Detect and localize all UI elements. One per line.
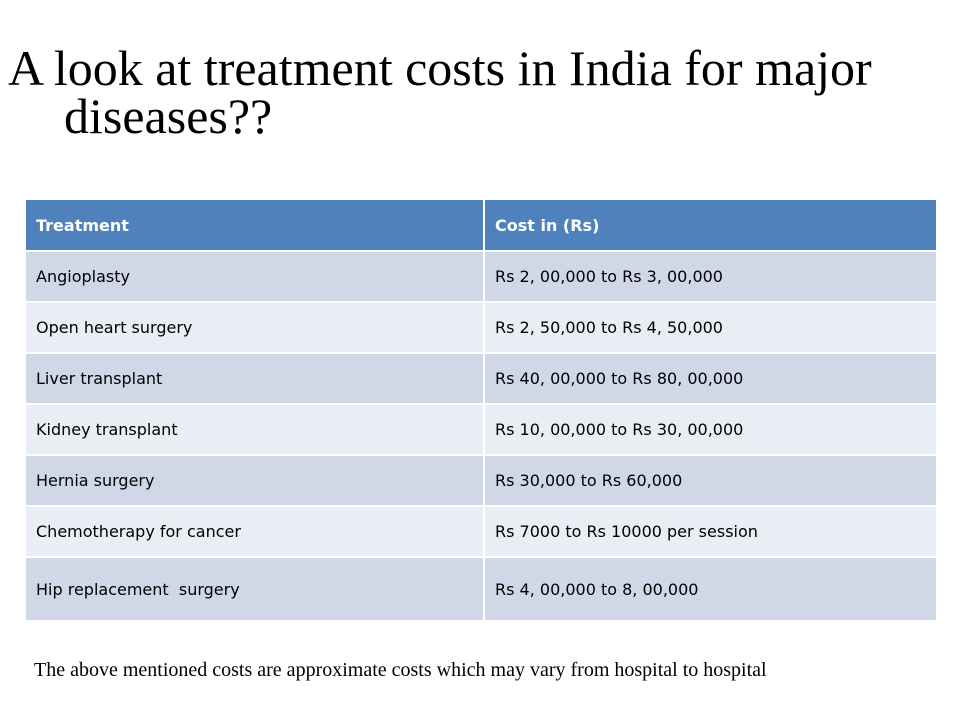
treatment-cell: Liver transplant: [24, 352, 485, 405]
cost-cell: Rs 2, 50,000 to Rs 4, 50,000: [483, 301, 938, 354]
table-row: Angioplasty Rs 2, 00,000 to Rs 3, 00,000: [24, 250, 938, 303]
slide-title: A look at treatment costs in India for m…: [8, 40, 872, 144]
footnote: The above mentioned costs are approximat…: [34, 659, 767, 681]
table-header-row: Treatment Cost in (Rs): [24, 198, 938, 252]
cost-cell: Rs 4, 00,000 to 8, 00,000: [483, 556, 938, 622]
table-row: Hernia surgery Rs 30,000 to Rs 60,000: [24, 454, 938, 507]
table-row: Open heart surgery Rs 2, 50,000 to Rs 4,…: [24, 301, 938, 354]
header-treatment: Treatment: [24, 198, 485, 252]
table-row: Chemotherapy for cancer Rs 7000 to Rs 10…: [24, 505, 938, 558]
cost-cell: Rs 2, 00,000 to Rs 3, 00,000: [483, 250, 938, 303]
cost-cell: Rs 40, 00,000 to Rs 80, 00,000: [483, 352, 938, 405]
treatment-cell: Hip replacement surgery: [24, 556, 485, 622]
treatment-cost-table: Treatment Cost in (Rs) Angioplasty Rs 2,…: [24, 198, 938, 622]
treatment-cell: Angioplasty: [24, 250, 485, 303]
treatment-cell: Hernia surgery: [24, 454, 485, 507]
table-row: Kidney transplant Rs 10, 00,000 to Rs 30…: [24, 403, 938, 456]
treatment-cell: Open heart surgery: [24, 301, 485, 354]
cost-cell: Rs 10, 00,000 to Rs 30, 00,000: [483, 403, 938, 456]
header-cost: Cost in (Rs): [483, 198, 938, 252]
table-row: Liver transplant Rs 40, 00,000 to Rs 80,…: [24, 352, 938, 405]
table-row: Hip replacement surgery Rs 4, 00,000 to …: [24, 556, 938, 622]
cost-cell: Rs 30,000 to Rs 60,000: [483, 454, 938, 507]
treatment-cell: Chemotherapy for cancer: [24, 505, 485, 558]
treatment-cell: Kidney transplant: [24, 403, 485, 456]
cost-cell: Rs 7000 to Rs 10000 per session: [483, 505, 938, 558]
